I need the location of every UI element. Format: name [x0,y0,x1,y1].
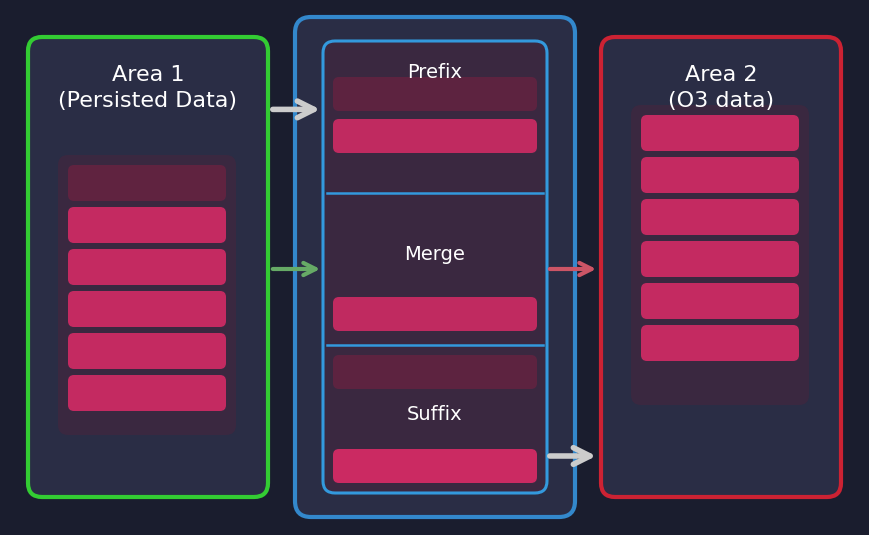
FancyBboxPatch shape [641,157,799,193]
FancyBboxPatch shape [333,119,537,153]
FancyBboxPatch shape [68,165,226,201]
FancyBboxPatch shape [295,17,575,517]
FancyBboxPatch shape [631,105,809,405]
Text: Area 2
(O3 data): Area 2 (O3 data) [668,65,774,111]
Text: Prefix: Prefix [408,63,462,82]
FancyBboxPatch shape [68,249,226,285]
Text: Suffix: Suffix [408,406,463,424]
FancyBboxPatch shape [601,37,841,497]
FancyBboxPatch shape [333,77,537,111]
FancyBboxPatch shape [68,333,226,369]
FancyBboxPatch shape [323,345,547,493]
FancyBboxPatch shape [28,37,268,497]
FancyBboxPatch shape [641,325,799,361]
FancyBboxPatch shape [58,155,236,435]
FancyBboxPatch shape [333,449,537,483]
Text: Merge: Merge [405,246,466,264]
FancyBboxPatch shape [333,297,537,331]
FancyBboxPatch shape [641,199,799,235]
FancyBboxPatch shape [641,241,799,277]
FancyBboxPatch shape [641,115,799,151]
Text: Area 1
(Persisted Data): Area 1 (Persisted Data) [58,65,237,111]
FancyBboxPatch shape [641,283,799,319]
FancyBboxPatch shape [68,291,226,327]
FancyBboxPatch shape [68,207,226,243]
FancyBboxPatch shape [323,193,547,345]
FancyBboxPatch shape [323,41,547,193]
FancyBboxPatch shape [68,375,226,411]
FancyBboxPatch shape [333,355,537,389]
